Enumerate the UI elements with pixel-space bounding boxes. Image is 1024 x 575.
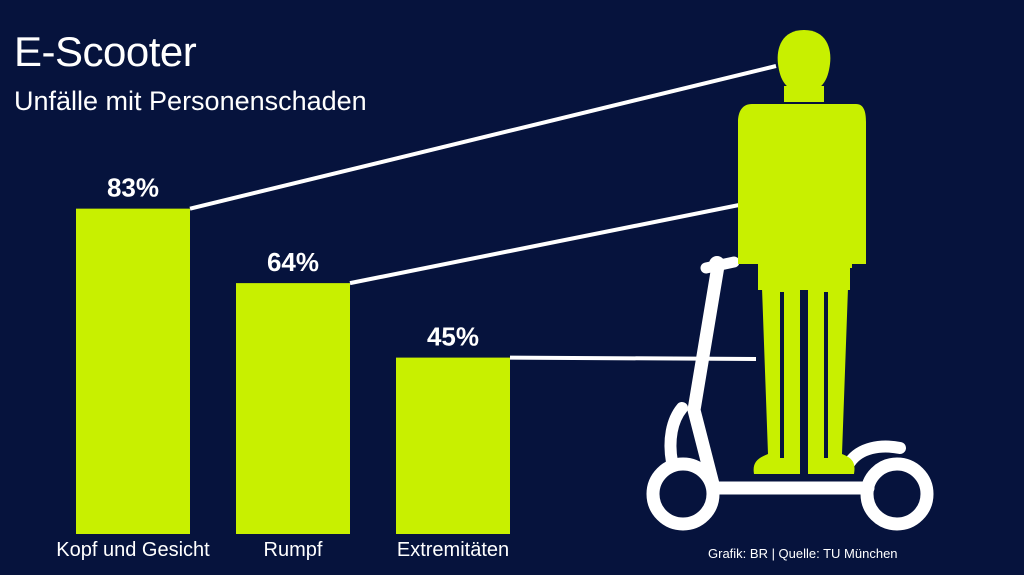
connector-line-2 [509, 355, 757, 361]
value-labels-group: 83% 64% 45% [107, 173, 479, 352]
e-scooter-icon [646, 256, 934, 531]
value-label-0: 83% [107, 173, 159, 203]
connector-line-1 [349, 192, 795, 286]
person-outline-lines [754, 268, 854, 458]
bar-2 [396, 357, 510, 534]
bar-1 [236, 283, 350, 534]
category-label-1: Rumpf [264, 539, 323, 561]
bar-0 [76, 208, 190, 534]
connector-lines [189, 64, 795, 361]
bars-group [76, 208, 510, 534]
category-label-0: Kopf und Gesicht [56, 539, 210, 561]
category-labels-group: Kopf und Gesicht Rumpf Extremitäten [56, 539, 509, 561]
chart-subtitle: Unfälle mit Personenschaden [14, 86, 367, 116]
source-note: Grafik: BR | Quelle: TU München [708, 546, 898, 561]
person-standing-icon [738, 30, 866, 474]
value-label-2: 45% [427, 322, 479, 352]
chart-title: E-Scooter [14, 28, 197, 75]
connector-line-0 [189, 64, 777, 211]
value-label-1: 64% [267, 247, 319, 277]
category-label-2: Extremitäten [397, 539, 509, 561]
